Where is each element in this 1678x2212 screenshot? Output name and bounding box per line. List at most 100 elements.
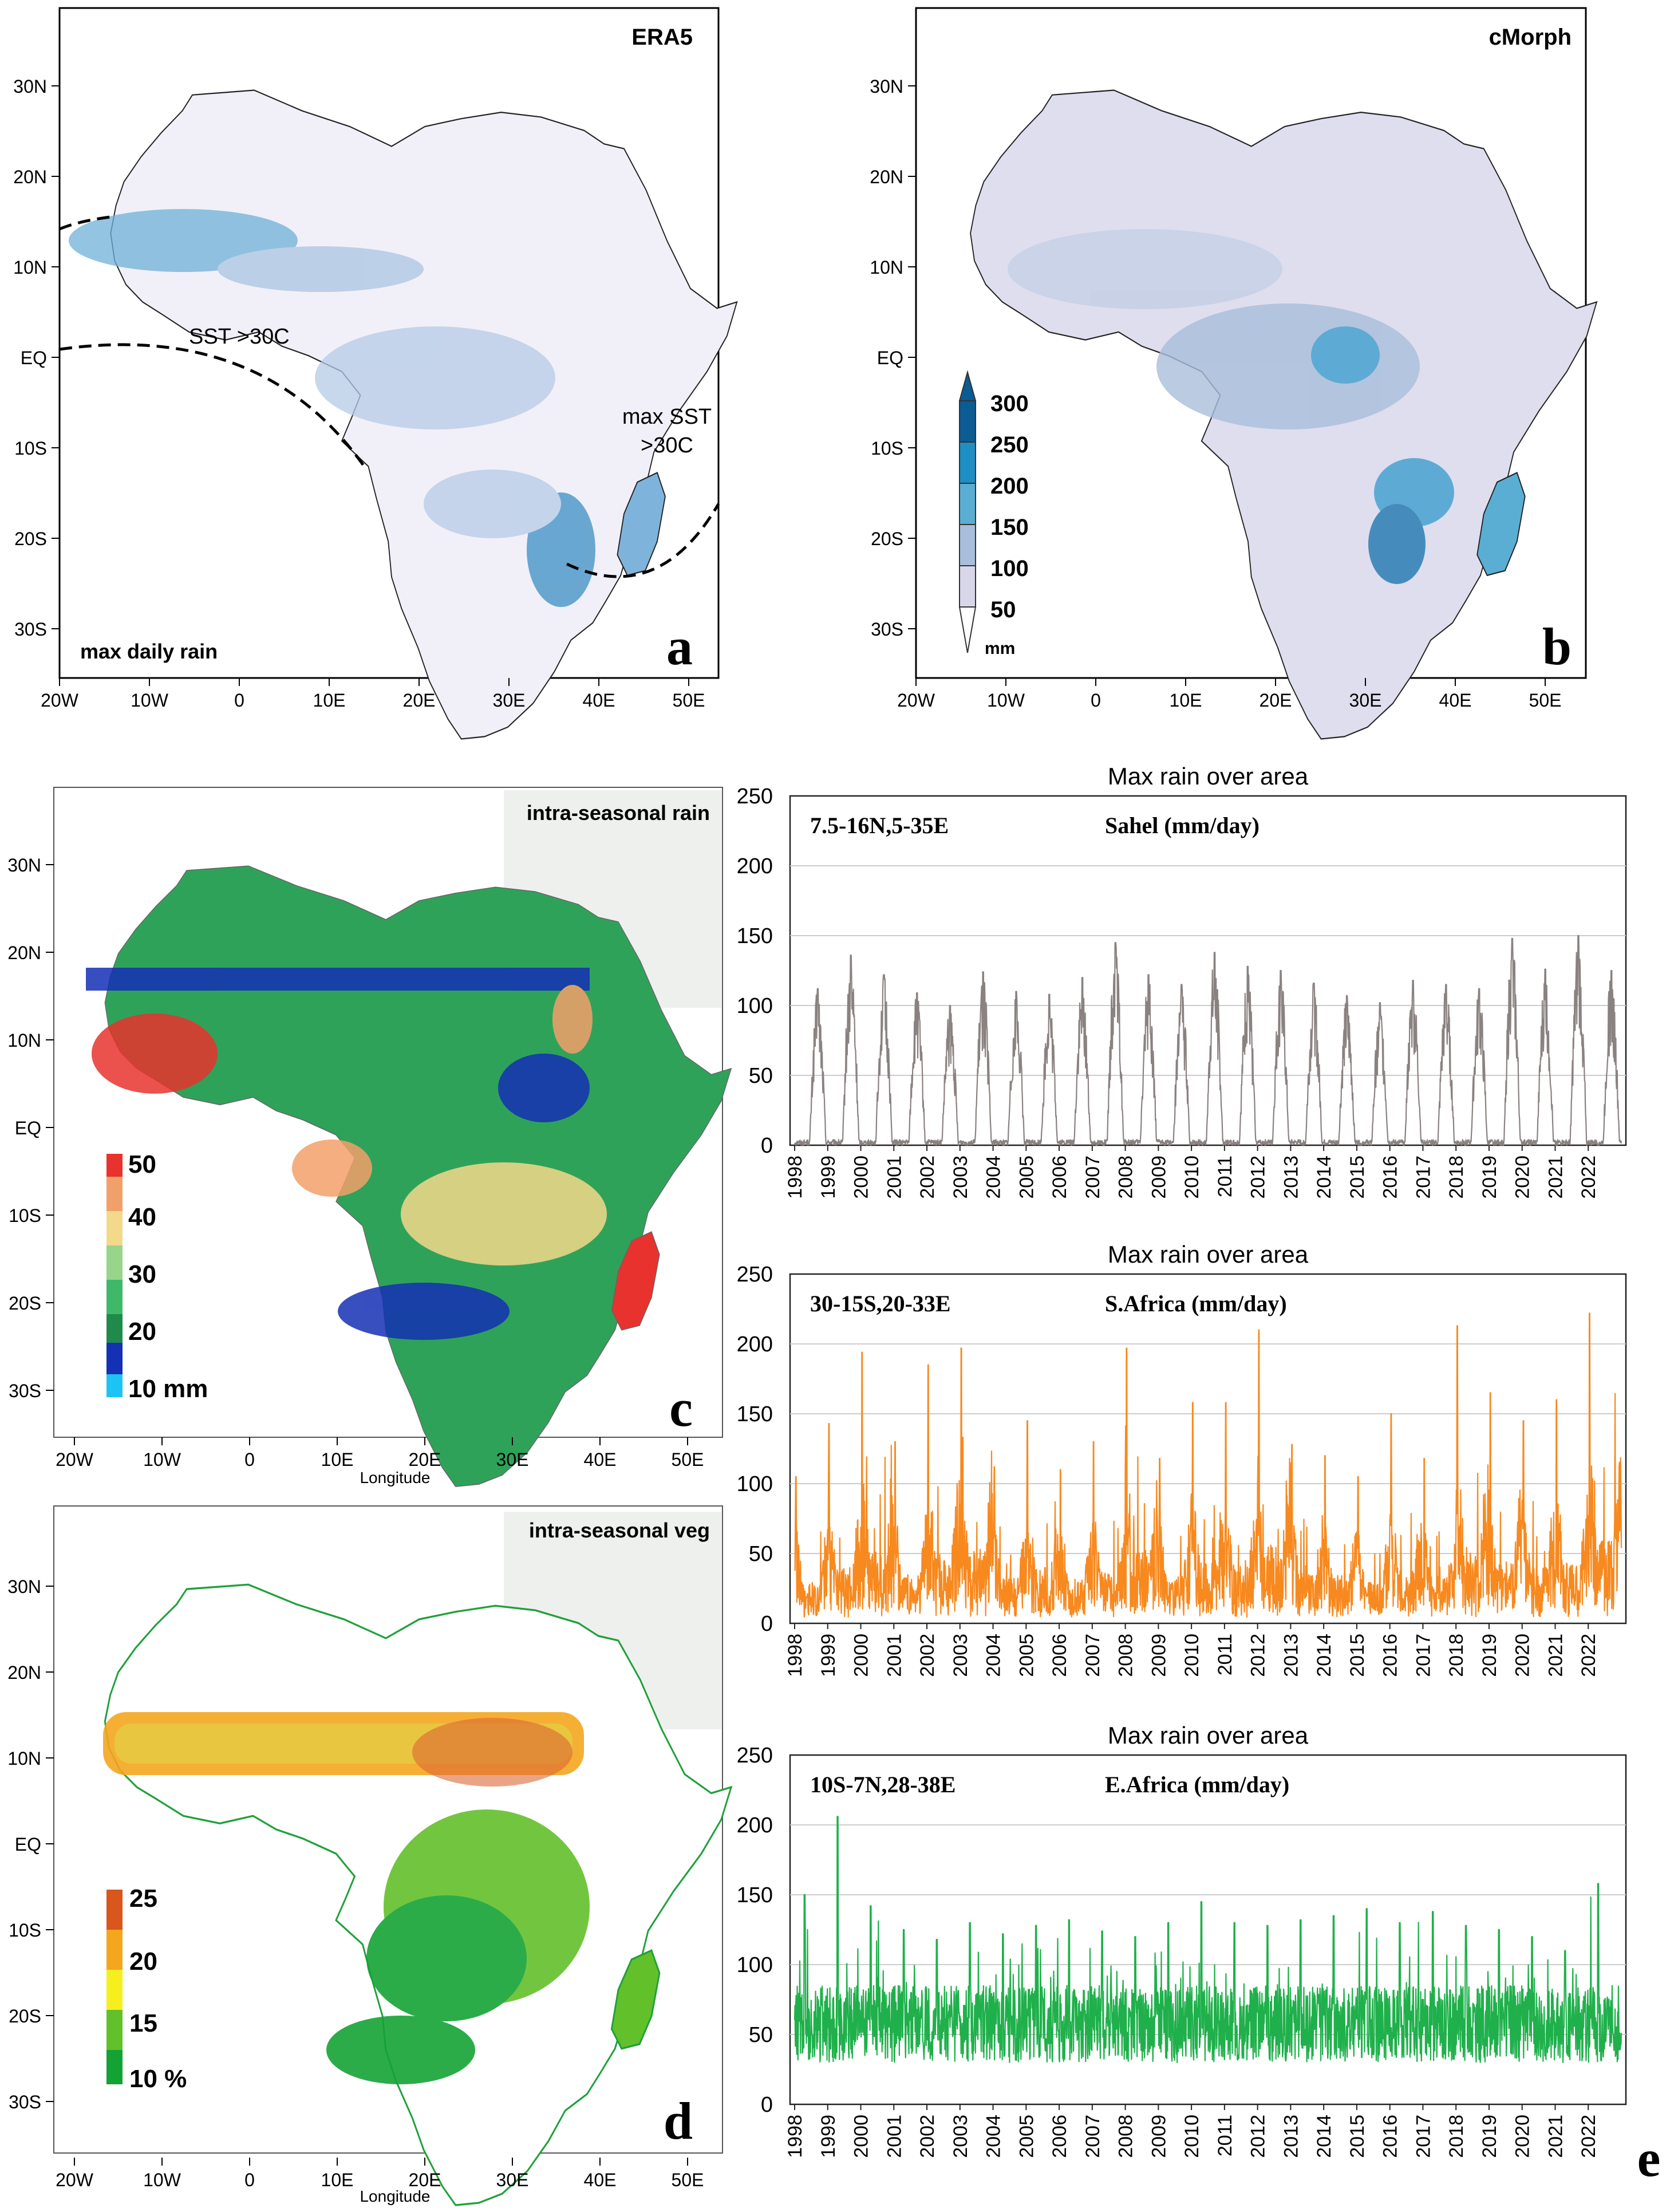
lon-tick-label: 20E — [403, 690, 436, 711]
x-tick-label: 1998 — [784, 1634, 806, 1677]
lat-tick-label: 10S — [14, 438, 47, 459]
x-tick-label: 2021 — [1545, 1634, 1566, 1677]
x-tick-label: 2016 — [1380, 1156, 1401, 1199]
lon-tick-label: 30E — [493, 690, 526, 711]
legend-value: 150 — [990, 515, 1029, 540]
panel-b-source: cMorph — [1489, 25, 1572, 50]
series-name-label: S.Africa (mm/day) — [1105, 1291, 1287, 1316]
y-tick-label: 0 — [761, 1612, 773, 1636]
y-tick-label: 200 — [737, 1813, 773, 1838]
chart-title: Max rain over area — [1108, 763, 1309, 790]
x-tick-label: 2000 — [851, 1634, 872, 1677]
x-tick-label: 2012 — [1247, 1156, 1269, 1199]
lat-tick-label: 30S — [9, 1381, 41, 1401]
region-label: 10S-7N,28-38E — [810, 1772, 956, 1797]
x-tick-label: 2006 — [1049, 1156, 1071, 1199]
legend-value: 300 — [990, 391, 1029, 416]
x-tick-label: 2014 — [1313, 2115, 1335, 2158]
panel-c-source: intra-seasonal rain — [527, 801, 710, 825]
lon-tick-label: 20W — [41, 690, 79, 711]
x-tick-label: 1999 — [818, 2115, 839, 2158]
lon-tick-label: 0 — [244, 2170, 255, 2190]
y-tick-label: 100 — [737, 1472, 773, 1496]
x-tick-label: 2006 — [1049, 2115, 1071, 2158]
y-tick-label: 50 — [749, 2023, 773, 2047]
panel-d-intra-seasonal-veg-map: 25 20 15 10 % intra-seasonal veg d 30N 20… — [7, 1505, 732, 2206]
panel-a-label: a — [666, 617, 693, 676]
panel-b-legend-unit: mm — [985, 639, 1015, 658]
lon-tick-label: 10E — [321, 2170, 354, 2190]
lon-tick-label: 40E — [1439, 690, 1472, 711]
x-tick-label: 2020 — [1512, 2115, 1534, 2158]
x-tick-label: 2014 — [1313, 1634, 1335, 1677]
x-tick-label: 1999 — [818, 1156, 839, 1199]
x-tick-label: 2020 — [1512, 1634, 1534, 1677]
panel-b-lon-ticks: 20W 10W 0 10E 20E 30E 40E 50E — [897, 678, 1561, 711]
panel-b-lat-ticks: 30N 20N 10N EQ 10S 20S 30S — [870, 76, 916, 640]
x-tick-label: 2007 — [1082, 1634, 1104, 1677]
x-tick-label: 2005 — [1016, 2115, 1037, 2158]
x-tick-label: 2012 — [1247, 1634, 1269, 1677]
x-tick-label: 1999 — [818, 1634, 839, 1677]
x-tick-label: 2005 — [1016, 1156, 1037, 1199]
legend-value: 25 — [129, 1884, 157, 1913]
lat-tick-label: EQ — [877, 348, 903, 368]
legend-value: 100 — [990, 556, 1029, 581]
panel-a-ann-max-sst-1: max SST — [622, 405, 712, 429]
lon-tick-label: 20E — [409, 2170, 441, 2190]
panel-b-legend-bottom-arrow — [958, 606, 977, 653]
x-tick-label: 2003 — [950, 1634, 972, 1677]
legend-value: 40 — [128, 1203, 156, 1231]
x-tick-label: 2001 — [883, 1156, 905, 1199]
x-tick-label: 2004 — [983, 1156, 1005, 1199]
lat-tick-label: 30S — [871, 619, 903, 640]
lon-tick-label: 20W — [56, 2170, 94, 2190]
x-tick-label: 2019 — [1479, 2115, 1501, 2158]
lon-tick-label: 10W — [131, 690, 169, 711]
x-tick-label: 2016 — [1380, 1634, 1401, 1677]
x-tick-label: 2003 — [950, 1156, 972, 1199]
lat-tick-label: 10S — [871, 438, 903, 459]
y-tick-label: 50 — [749, 1064, 773, 1088]
lat-tick-label: 30S — [14, 619, 47, 640]
lat-tick-label: 10S — [9, 1920, 41, 1941]
x-tick-label: 2004 — [983, 2115, 1005, 2158]
x-tick-label: 2011 — [1214, 2115, 1236, 2156]
panel-c-lon-ticks: 20W 10W 0 10E 20E 30E 40E 50E — [56, 1437, 704, 1470]
x-tick-label: 2002 — [917, 1634, 938, 1677]
panel-a-ann-sst: SST >30C — [189, 325, 290, 349]
lon-tick-label: 20E — [1260, 690, 1292, 711]
lon-tick-label: 50E — [673, 690, 705, 711]
panel-d-veg-field — [103, 1712, 590, 2084]
y-tick-label: 250 — [737, 1744, 773, 1768]
panel-a-bottom-text: max daily rain — [80, 640, 218, 663]
panel-a-era5-map: ERA5 SST >30C max SST >30C max daily rai… — [13, 7, 738, 740]
y-tick-label: 50 — [749, 1542, 773, 1566]
panel-e-label: e — [1637, 2129, 1661, 2187]
panel-c-lat-ticks: 30N 20N 10N EQ 10S 20S 30S — [7, 855, 54, 1401]
lon-tick-label: 40E — [583, 690, 615, 711]
x-tick-label: 2017 — [1412, 1634, 1434, 1677]
panel-d-lat-ticks: 30N 20N 10N EQ 10S 20S 30S — [7, 1576, 54, 2112]
lat-tick-label: 30N — [13, 76, 47, 97]
x-tick-label: 2001 — [883, 1634, 905, 1677]
chart-s-africa: Max rain over area 0 50 100 150 200 250 1998 199… — [737, 1241, 1627, 1677]
lon-tick-label: 0 — [244, 1449, 255, 1470]
lat-tick-label: 10S — [9, 1205, 41, 1226]
x-tick-label: 2005 — [1016, 1634, 1037, 1677]
x-tick-label: 2018 — [1446, 1156, 1467, 1199]
x-tick-label: 2009 — [1148, 2115, 1170, 2158]
x-tick-label: 2022 — [1578, 1156, 1600, 1199]
legend-value: 50 — [128, 1150, 156, 1178]
x-tick-label: 2017 — [1412, 2115, 1434, 2158]
panel-c-intra-seasonal-rain-map: 50 40 30 20 10 mm intra-seasonal rain c … — [7, 787, 732, 1487]
lat-tick-label: 20N — [7, 1662, 41, 1683]
x-tick-label: 2019 — [1479, 1156, 1501, 1199]
x-tick-label: 2018 — [1446, 1634, 1467, 1677]
x-tick-label: 2011 — [1214, 1156, 1236, 1197]
y-tick-label: 250 — [737, 784, 773, 809]
lat-tick-label: 20N — [870, 167, 903, 187]
lon-tick-label: 20W — [56, 1449, 94, 1470]
x-tick-label: 1998 — [784, 2115, 806, 2158]
